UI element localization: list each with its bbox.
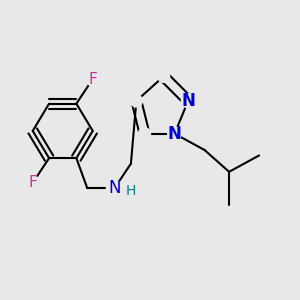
Circle shape [182,94,195,108]
Text: N: N [108,179,121,197]
Text: H: H [125,184,136,198]
Text: F: F [28,175,37,190]
Circle shape [86,72,100,86]
Circle shape [168,127,182,140]
Circle shape [130,95,142,107]
Circle shape [158,70,169,83]
Text: N: N [181,92,195,110]
Circle shape [139,128,151,140]
Text: F: F [88,72,97,87]
Text: N: N [168,124,182,142]
Circle shape [106,180,123,196]
Circle shape [26,176,40,190]
